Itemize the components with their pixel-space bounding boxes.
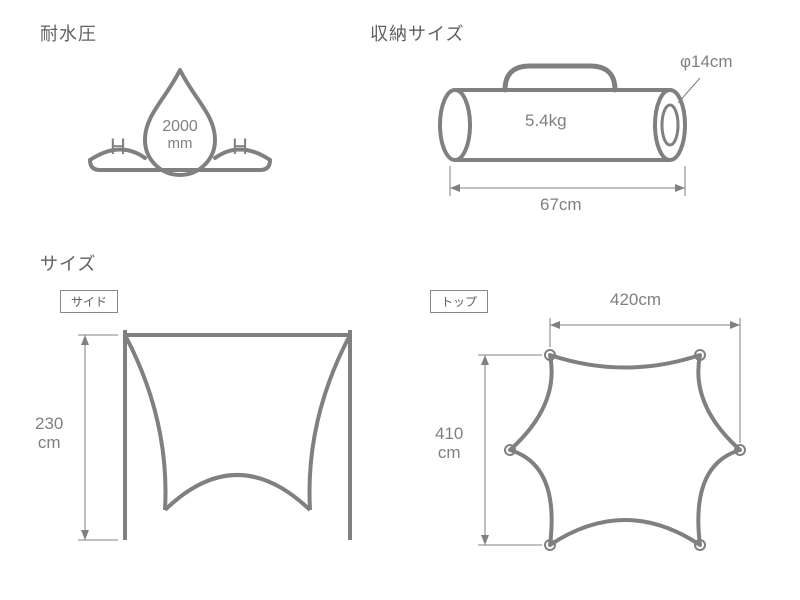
waterproof-value: 2000 <box>155 118 205 136</box>
storage-title: 収納サイズ <box>370 20 464 46</box>
storage-weight: 5.4kg <box>525 112 567 131</box>
top-width: 420cm <box>610 291 661 310</box>
side-height-unit: cm <box>35 434 63 453</box>
waterproof-h-left: H <box>110 135 126 159</box>
top-height-unit: cm <box>435 444 463 463</box>
waterproof-h-right: H <box>232 135 248 159</box>
waterproof-title: 耐水圧 <box>40 20 97 46</box>
side-diagram: 230 cm <box>30 310 380 570</box>
storage-diagram: φ14cm 5.4kg 67cm <box>420 48 740 218</box>
waterproof-diagram: H H 2000 mm <box>70 60 290 200</box>
side-height-value: 230 <box>35 415 63 434</box>
top-height-value: 410 <box>435 425 463 444</box>
top-diagram: 420cm 410 cm <box>420 285 780 585</box>
size-title: サイズ <box>40 250 96 276</box>
storage-diameter: φ14cm <box>680 53 733 72</box>
storage-length: 67cm <box>540 196 582 215</box>
waterproof-unit: mm <box>155 136 205 153</box>
